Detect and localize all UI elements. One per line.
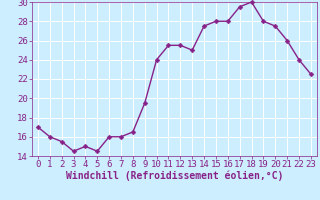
X-axis label: Windchill (Refroidissement éolien,°C): Windchill (Refroidissement éolien,°C) — [66, 171, 283, 181]
